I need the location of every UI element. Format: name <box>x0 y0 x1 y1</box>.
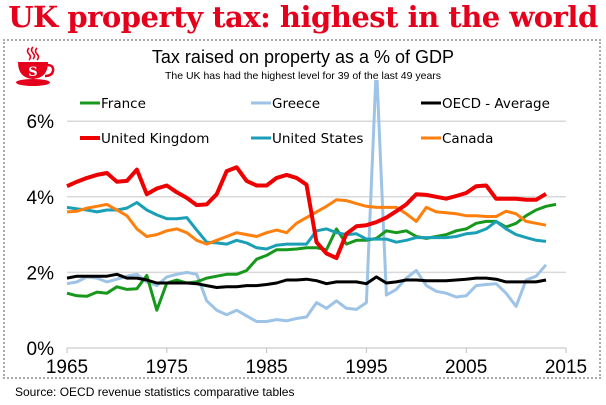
x-tick-label: 2005 <box>445 357 487 378</box>
headline: UK property tax: highest in the world <box>8 0 598 34</box>
series-line-united-states <box>66 201 547 251</box>
series-line-oecd-average <box>66 272 547 289</box>
y-tick-label: 6% <box>27 112 55 133</box>
series-line-united-kingdom <box>66 165 548 260</box>
x-tick-label: 1975 <box>146 357 188 378</box>
x-tick-label: 1985 <box>245 357 287 378</box>
legend-label: Greece <box>272 96 320 112</box>
svg-text:S: S <box>28 65 37 80</box>
legend-label: France <box>101 96 146 112</box>
chart-frame <box>3 39 601 379</box>
legend-label: Canada <box>442 131 493 147</box>
source-note: Source: OECD revenue statistics comparat… <box>15 385 295 399</box>
chart-subtitle: The UK has had the highest level for 39 … <box>164 70 442 82</box>
y-tick-label: 4% <box>27 188 55 209</box>
x-tick-label: 1995 <box>345 357 387 378</box>
series-line-greece <box>66 80 548 323</box>
legend-label: United Kingdom <box>101 131 209 147</box>
series-line-canada <box>66 198 547 246</box>
x-tick-label: 2015 <box>545 357 587 378</box>
y-tick-label: 2% <box>27 263 55 284</box>
teacup-icon: S <box>16 46 55 86</box>
legend-label: OECD - Average <box>442 96 550 112</box>
x-tick-label: 1965 <box>46 357 88 378</box>
chart-title: Tax raised on property as a % of GDP <box>151 47 455 67</box>
y-tick-label: 0% <box>27 339 55 360</box>
legend-label: United States <box>272 131 363 147</box>
